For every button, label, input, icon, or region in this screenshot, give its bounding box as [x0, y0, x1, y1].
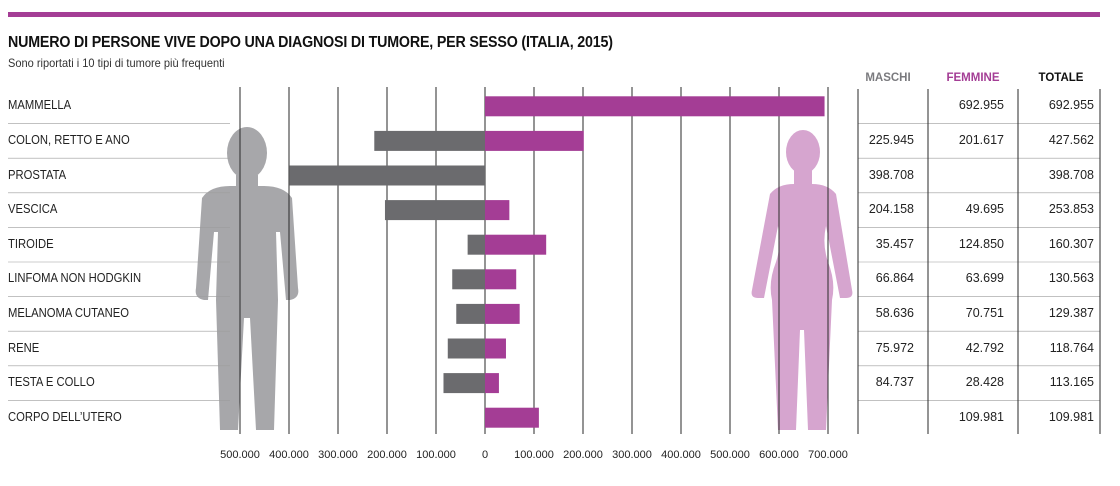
cell-femmine: 692.955 [958, 98, 1004, 113]
cell-totale: 130.563 [1048, 271, 1094, 286]
cell-maschi: 398.708 [868, 167, 914, 182]
category-label: LINFOMA NON HODGKIN [8, 271, 142, 286]
x-tick-label: 0 [482, 449, 488, 461]
bar-femmine [485, 130, 584, 151]
x-tick-label: 500.000 [710, 449, 750, 461]
cell-maschi: 66.864 [875, 271, 914, 286]
chart-title: NUMERO DI PERSONE VIVE DOPO UNA DIAGNOSI… [8, 34, 613, 51]
bar-femmine [485, 373, 499, 394]
cell-femmine: 28.428 [965, 375, 1004, 390]
x-tick-label: 100.000 [514, 449, 554, 461]
chart-subtitle: Sono riportati i 10 tipi di tumore più f… [8, 56, 225, 70]
bar-femmine [485, 338, 506, 359]
category-label: COLON, RETTO E ANO [8, 132, 130, 147]
bar-maschi [384, 200, 485, 221]
cell-maschi: 225.945 [868, 132, 914, 147]
cell-femmine: 124.850 [958, 236, 1004, 251]
bar-femmine [485, 96, 825, 117]
cell-maschi: 84.737 [875, 375, 914, 390]
femmine-bars [485, 96, 825, 428]
cell-maschi: 35.457 [875, 236, 914, 251]
category-label: VESCICA [8, 202, 58, 217]
category-label: TIROIDE [8, 236, 54, 251]
cell-totale: 129.387 [1048, 305, 1094, 320]
bar-maschi [447, 338, 485, 359]
cell-femmine: 109.981 [958, 409, 1004, 424]
bar-maschi [467, 234, 485, 255]
bar-maschi [456, 303, 485, 324]
cell-maschi: 75.972 [875, 340, 914, 355]
x-tick-label: 400.000 [661, 449, 701, 461]
cell-totale: 692.955 [1048, 98, 1094, 113]
x-tick-label: 100.000 [416, 449, 456, 461]
bar-femmine [485, 269, 517, 290]
bar-femmine [485, 234, 547, 255]
x-tick-label: 300.000 [318, 449, 358, 461]
x-tick-label: 300.000 [612, 449, 652, 461]
x-axis-tick-labels: 500.000 400.000 300.000 200.000 100.000 0 100.… [220, 449, 848, 461]
cell-maschi: 58.636 [875, 305, 914, 320]
x-tick-label: 700.000 [808, 449, 848, 461]
female-silhouette [751, 130, 853, 430]
cell-totale: 109.981 [1048, 409, 1094, 424]
cell-maschi: 204.158 [868, 202, 914, 217]
column-header-totale: TOTALE [1038, 72, 1084, 84]
category-label: CORPO DELL’UTERO [8, 409, 122, 424]
cell-totale: 398.708 [1048, 167, 1094, 182]
bar-maschi [289, 165, 485, 186]
category-label: MAMMELLA [8, 98, 72, 113]
x-tick-label: 200.000 [367, 449, 407, 461]
bar-maschi [452, 269, 485, 290]
row-separators [8, 89, 1101, 434]
category-label: MELANOMA CUTANEO [8, 305, 130, 320]
column-header-maschi: MASCHI [865, 72, 911, 84]
cell-totale: 160.307 [1048, 236, 1094, 251]
maschi-bars [289, 130, 485, 394]
category-label: TESTA E COLLO [8, 375, 95, 390]
cell-femmine: 201.617 [958, 132, 1004, 147]
bar-maschi [443, 373, 485, 394]
cell-femmine: 42.792 [965, 340, 1004, 355]
cell-femmine: 49.695 [965, 202, 1004, 217]
bar-femmine [485, 200, 510, 221]
bar-maschi [374, 130, 485, 151]
cell-femmine: 70.751 [965, 305, 1004, 320]
x-tick-label: 600.000 [759, 449, 799, 461]
category-label: RENE [8, 340, 40, 355]
cell-femmine: 63.699 [965, 271, 1004, 286]
x-tick-label: 200.000 [563, 449, 603, 461]
cell-totale: 427.562 [1048, 132, 1094, 147]
bar-femmine [485, 407, 539, 428]
column-header-femmine: FEMMINE [946, 72, 1000, 84]
x-tick-label: 500.000 [220, 449, 260, 461]
cell-totale: 113.165 [1049, 375, 1094, 390]
cell-totale: 118.764 [1049, 340, 1094, 355]
male-silhouette [195, 127, 299, 430]
x-tick-label: 400.000 [269, 449, 309, 461]
cell-totale: 253.853 [1048, 202, 1094, 217]
top-accent-rule [8, 12, 1100, 17]
bar-femmine [485, 303, 520, 324]
category-label: PROSTATA [8, 167, 67, 182]
